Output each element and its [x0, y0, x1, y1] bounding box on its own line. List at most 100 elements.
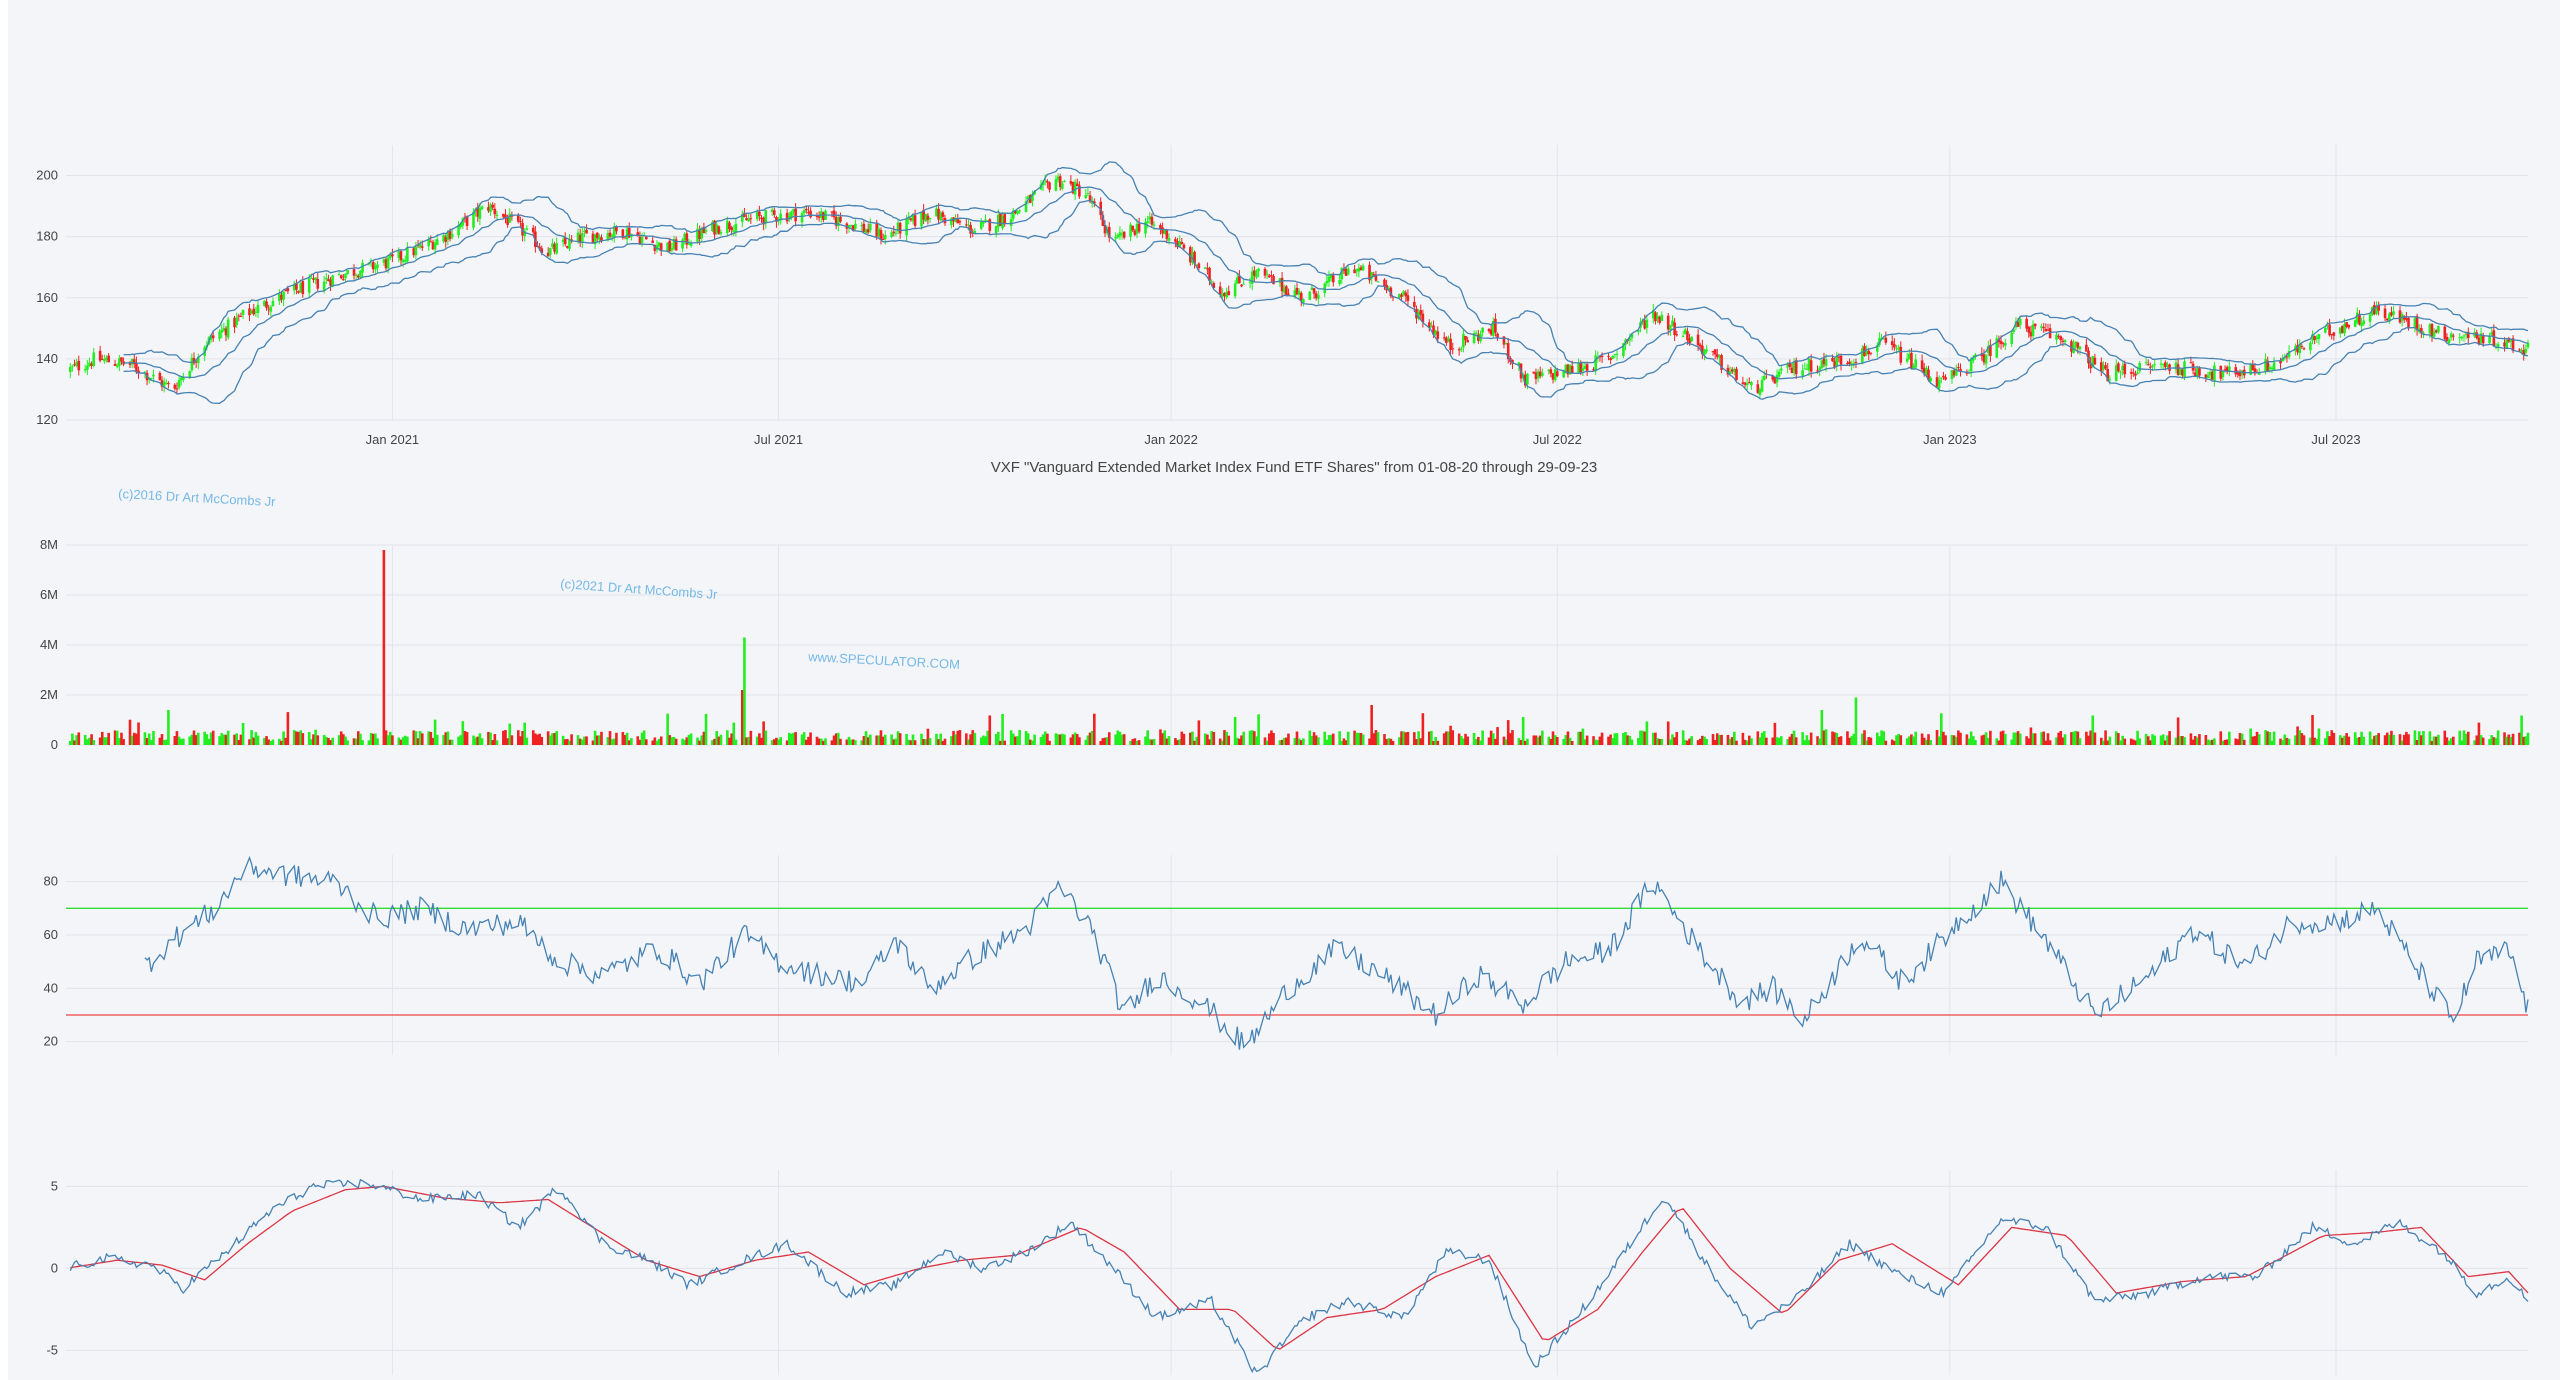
candle-body	[83, 369, 87, 371]
candle-body	[2428, 324, 2432, 334]
volume-bar	[2102, 740, 2105, 745]
y-tick-label: 0	[51, 737, 58, 752]
volume-bar	[2287, 738, 2291, 745]
candle-body	[1069, 181, 1073, 184]
candle-body	[1984, 355, 1988, 364]
volume-bar	[2089, 730, 2092, 745]
candle-body	[222, 328, 226, 331]
volume-bar	[866, 737, 870, 745]
volume-bar	[762, 721, 765, 745]
volume-bar	[2452, 736, 2455, 745]
candle-body	[472, 211, 475, 228]
candle-body	[2178, 369, 2182, 375]
volume-bar	[711, 740, 714, 745]
volume-bar	[2136, 730, 2139, 745]
candle-body	[847, 225, 851, 228]
volume-bar	[704, 713, 708, 745]
volume-bar	[1809, 732, 1813, 745]
candle-body	[1233, 283, 1237, 297]
volume-bar	[1297, 738, 1301, 745]
candle-body	[743, 212, 746, 218]
candle-body	[585, 229, 588, 234]
candle-body	[450, 233, 454, 238]
candle-body	[1272, 276, 1275, 285]
candle-body	[792, 208, 795, 212]
candle-body	[2458, 337, 2462, 339]
candle-body	[1583, 365, 1587, 369]
candle-body	[239, 316, 243, 318]
volume-bar	[905, 733, 908, 745]
candle-body	[2479, 333, 2483, 343]
candle-body	[1822, 358, 1826, 365]
candle-body	[2121, 366, 2124, 371]
candle-body	[2018, 318, 2022, 325]
volume-bar	[1033, 734, 1036, 745]
volume-bar	[1564, 735, 1568, 745]
y-tick-label: -5	[46, 1342, 58, 1357]
x-tick-label: Jan 2021	[366, 432, 420, 447]
candle-body	[2388, 313, 2391, 322]
volume-bar	[1344, 740, 1348, 745]
candle-body	[1417, 312, 1420, 319]
candle-body	[758, 211, 761, 217]
volume-bar	[2347, 736, 2351, 745]
volume-bar	[683, 739, 687, 745]
volume-bar	[2257, 734, 2261, 745]
candle-body	[578, 234, 582, 243]
candle-body	[1389, 287, 1393, 297]
candle-body	[1927, 369, 1930, 381]
candle-body	[1669, 325, 1672, 331]
volume-bar	[2001, 730, 2005, 745]
volume-bar	[241, 722, 245, 745]
candle-body	[764, 210, 768, 224]
volume-bar	[1820, 710, 1824, 745]
candle-body	[1203, 267, 1207, 269]
volume-bar	[207, 738, 211, 745]
candle-body	[1464, 336, 1467, 341]
candle-body	[167, 383, 170, 385]
candle-body	[286, 288, 290, 292]
candle-body	[2526, 342, 2530, 348]
candle-body	[2149, 366, 2152, 368]
candle-body	[77, 360, 81, 371]
volume-bar	[297, 731, 300, 745]
volume-bar	[1039, 737, 1043, 745]
candle-body	[591, 233, 595, 243]
volume-bar	[924, 739, 928, 745]
candle-body	[834, 216, 838, 226]
candle-body	[103, 358, 106, 362]
volume-bar	[548, 735, 552, 745]
volume-pane	[68, 550, 2530, 745]
candle-body	[1071, 182, 1075, 194]
volume-bar	[414, 731, 418, 745]
candle-body	[1242, 283, 1245, 285]
volume-bar	[1323, 731, 1327, 745]
y-tick-label: 8M	[40, 537, 58, 552]
volume-bar	[1148, 739, 1152, 745]
candle-body	[1078, 185, 1081, 197]
candle-body	[2330, 334, 2334, 336]
volume-bar	[1114, 734, 1117, 745]
candle-body	[1472, 333, 1476, 343]
candle-body	[909, 218, 913, 221]
candle-body	[412, 248, 416, 256]
volume-bar	[2477, 722, 2481, 745]
candle-body	[1698, 344, 1702, 347]
volume-bar	[1472, 732, 1476, 745]
volume-bar	[1406, 731, 1410, 745]
candle-body	[2100, 362, 2103, 372]
x-tick-label: Jan 2023	[1923, 432, 1977, 447]
candle-body	[2332, 332, 2336, 336]
volume-bar	[1651, 732, 1655, 745]
candle-body	[1944, 376, 1947, 380]
volume-bar	[1837, 736, 1841, 745]
volume-bar	[361, 740, 364, 745]
volume-bar	[2373, 735, 2376, 745]
candle-body	[1952, 370, 1956, 376]
candle-body	[382, 259, 386, 263]
volume-bar	[1944, 735, 1947, 745]
candle-body	[386, 257, 390, 269]
volume-bar	[2315, 738, 2319, 745]
volume-bar	[130, 735, 134, 745]
candle-body	[284, 290, 288, 292]
